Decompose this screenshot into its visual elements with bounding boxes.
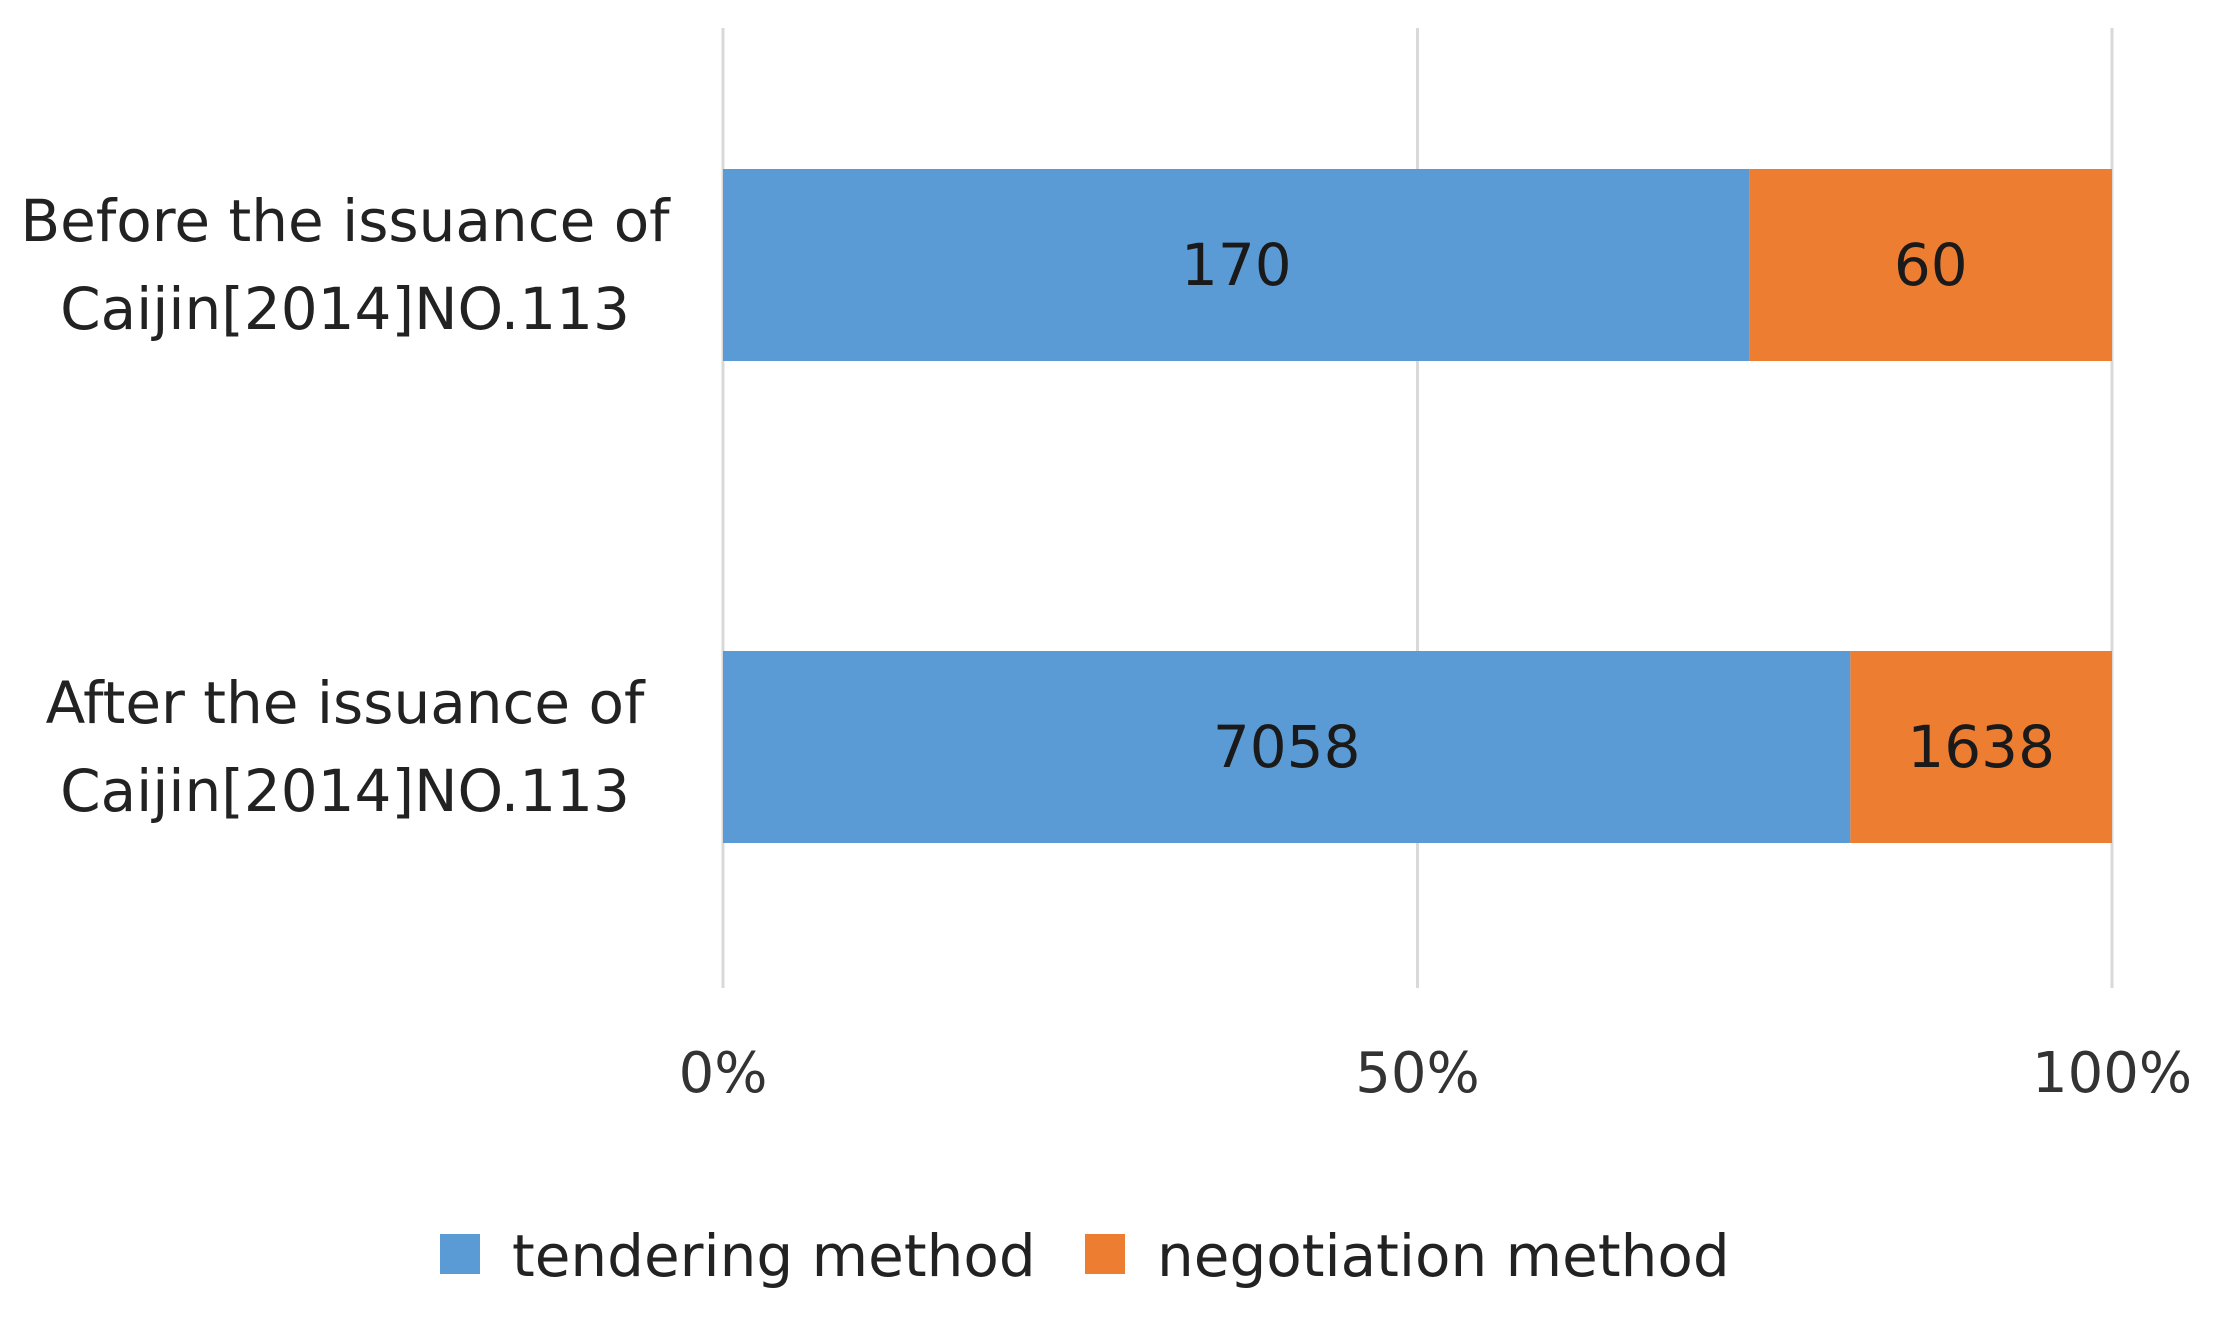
x-tick-label: 50%: [1355, 1041, 1479, 1106]
category-label: Before the issuance of Caijin[2014]NO.113: [20, 187, 671, 343]
category-label: After the issuance of Caijin[2014]NO.113: [46, 669, 646, 825]
label-layer: 0% 50% 100% 170 60 Before the issuance of Caij…: [20, 187, 2192, 1106]
data-label: 7058: [1213, 713, 1361, 781]
legend-swatch: [1085, 1234, 1125, 1274]
data-label: 1638: [1907, 713, 2055, 781]
category-label-line: Caijin[2014]NO.113: [60, 275, 630, 343]
data-label: 170: [1181, 231, 1292, 299]
x-tick-label: 100%: [2032, 1041, 2192, 1106]
data-label: 60: [1894, 231, 1968, 299]
legend: tendering method negotiation method: [440, 1222, 1730, 1290]
bar-segment-tendering: [723, 169, 1750, 361]
bar-segment-tendering: [723, 651, 1851, 843]
legend-label: negotiation method: [1157, 1222, 1730, 1290]
x-tick-label: 0%: [679, 1041, 768, 1106]
bar-segment-negotiation: [1749, 169, 2112, 361]
legend-swatch: [440, 1234, 480, 1274]
category-label-line: Before the issuance of: [20, 187, 671, 255]
category-label-line: Caijin[2014]NO.113: [60, 757, 630, 825]
bar-layer: [723, 169, 2112, 843]
legend-label: tendering method: [512, 1222, 1036, 1290]
bar-segment-negotiation: [1850, 651, 2112, 843]
category-label-line: After the issuance of: [46, 669, 646, 737]
